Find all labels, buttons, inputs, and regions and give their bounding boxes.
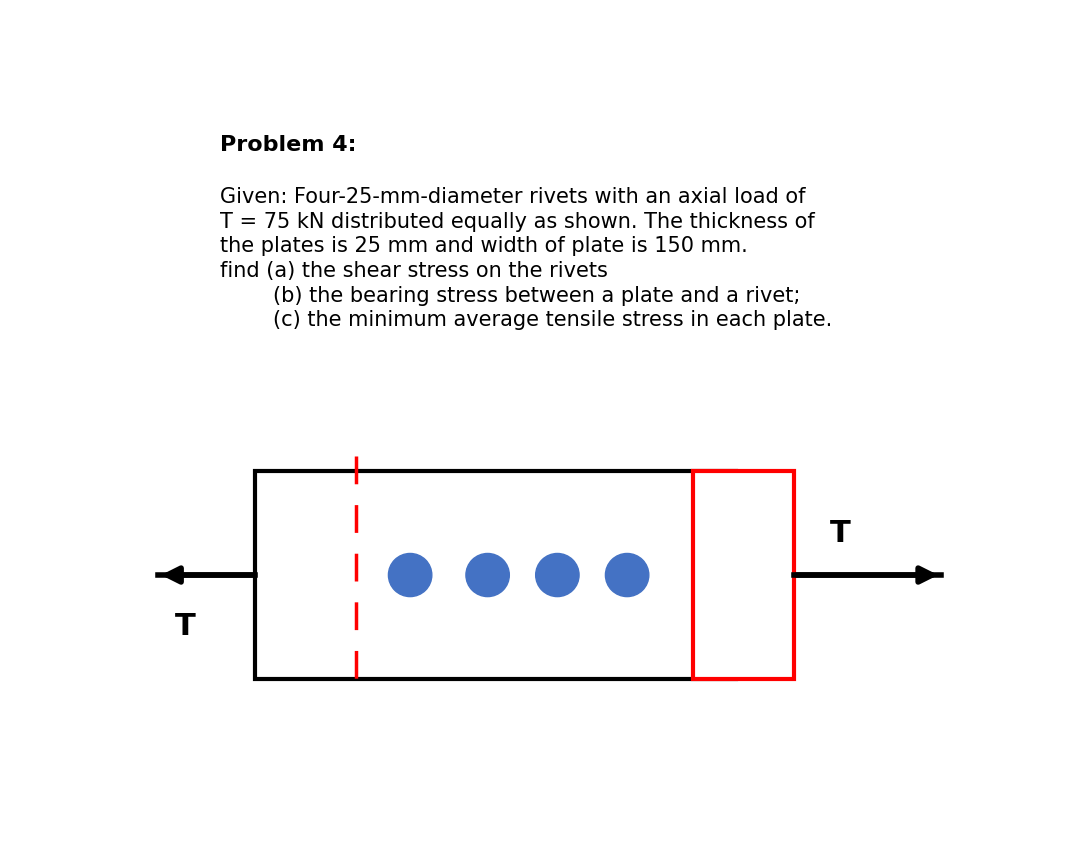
Circle shape xyxy=(606,554,649,597)
Text: find (a) the shear stress on the rivets: find (a) the shear stress on the rivets xyxy=(220,261,608,281)
Text: T: T xyxy=(175,611,195,640)
Bar xyxy=(255,472,735,679)
Text: the plates is 25 mm and width of plate is 150 mm.: the plates is 25 mm and width of plate i… xyxy=(220,236,748,256)
Circle shape xyxy=(389,554,432,597)
Bar xyxy=(693,472,794,679)
Circle shape xyxy=(536,554,579,597)
Text: Problem 4:: Problem 4: xyxy=(220,135,356,154)
Text: T: T xyxy=(829,519,851,548)
Text: T = 75 kN distributed equally as shown. The thickness of: T = 75 kN distributed equally as shown. … xyxy=(220,212,815,231)
Text: Given: Four-25-mm-diameter rivets with an axial load of: Given: Four-25-mm-diameter rivets with a… xyxy=(220,187,806,207)
Text: (b) the bearing stress between a plate and a rivet;: (b) the bearing stress between a plate a… xyxy=(220,286,800,305)
Text: (c) the minimum average tensile stress in each plate.: (c) the minimum average tensile stress i… xyxy=(220,310,833,330)
Circle shape xyxy=(465,554,510,597)
